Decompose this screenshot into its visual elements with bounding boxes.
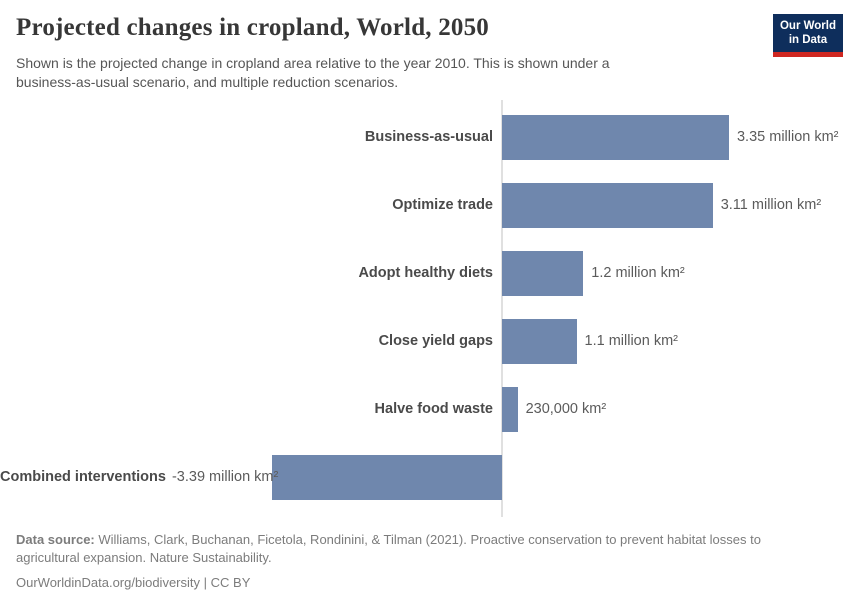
footer-license: CC BY bbox=[210, 574, 251, 590]
owid-logo-line1: Our World bbox=[779, 20, 836, 32]
bar[interactable] bbox=[502, 115, 729, 160]
bar[interactable] bbox=[502, 319, 577, 364]
data-source-line: Data source: Williams, Clark, Buchanan, … bbox=[16, 531, 816, 568]
value-label: 3.35 million km² bbox=[736, 129, 839, 145]
value-label: -3.39 million km² bbox=[171, 469, 279, 485]
category-label: Close yield gaps bbox=[378, 333, 493, 349]
chart-subtitle: Shown is the projected change in croplan… bbox=[16, 55, 610, 90]
page-title: Projected changes in cropland, World, 20… bbox=[16, 14, 489, 41]
category-label: Combined interventions -3.39 million km² bbox=[0, 469, 279, 485]
category-label: Optimize trade bbox=[392, 197, 493, 213]
footer-separator: | bbox=[203, 574, 208, 590]
data-source-text: Williams, Clark, Buchanan, Ficetola, Ron… bbox=[16, 532, 761, 566]
bar[interactable] bbox=[502, 251, 584, 296]
data-source-label: Data source: bbox=[16, 532, 95, 547]
value-label: 3.11 million km² bbox=[720, 197, 822, 213]
category-label: Business-as-usual bbox=[364, 129, 493, 145]
owid-logo[interactable]: Our World in Data bbox=[772, 14, 843, 57]
bar[interactable] bbox=[502, 387, 518, 432]
bar[interactable] bbox=[272, 455, 502, 500]
footer-link[interactable]: OurWorldinData.org/biodiversity bbox=[16, 574, 200, 590]
category-label: Halve food waste bbox=[374, 401, 493, 417]
category-label: Adopt healthy diets bbox=[358, 265, 493, 281]
bar-chart: Business-as-usual 3.35 million km² Optimiz… bbox=[0, 100, 850, 518]
footer-license-line: OurWorldinData.org/biodiversity | CC BY bbox=[16, 574, 816, 592]
value-label: 230,000 km² bbox=[525, 401, 607, 417]
owid-logo-line2: in Data bbox=[788, 34, 828, 47]
bar[interactable] bbox=[502, 183, 713, 228]
chart-footer: Data source: Williams, Clark, Buchanan, … bbox=[16, 531, 816, 592]
value-label: 1.1 million km² bbox=[584, 333, 678, 349]
y-axis-line bbox=[501, 100, 503, 517]
value-label: 1.2 million km² bbox=[591, 265, 685, 281]
